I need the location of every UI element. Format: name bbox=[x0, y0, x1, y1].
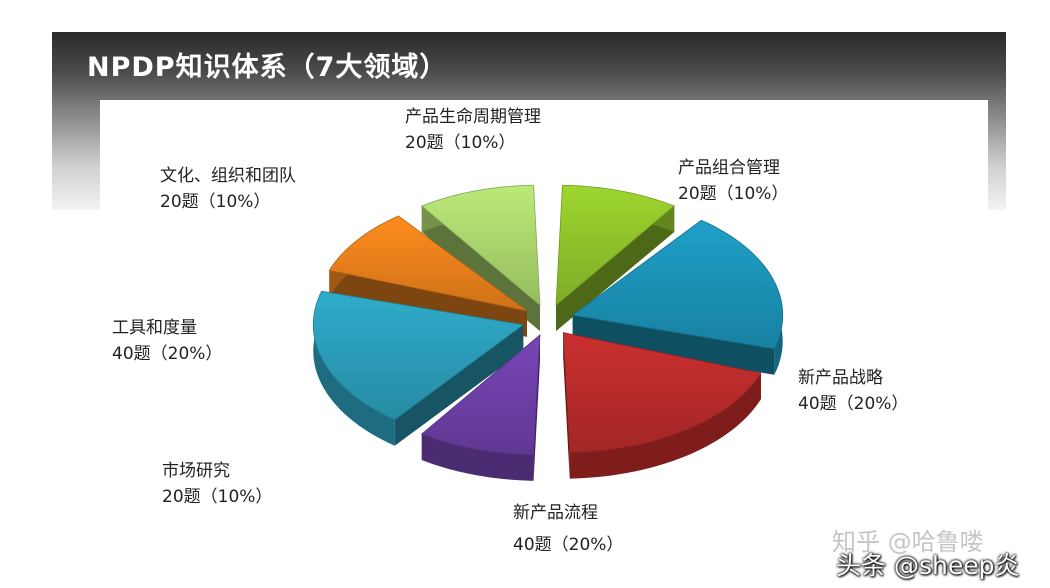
label-market-research: 市场研究 20题（10%） bbox=[162, 458, 272, 510]
label-strategy: 新产品战略 40题（20%） bbox=[798, 365, 908, 417]
pie-slice-3 bbox=[421, 333, 541, 481]
chart-title: NPDP知识体系（7大领域） bbox=[87, 52, 448, 83]
watermark-toutiao: 头条 @sheep炎 bbox=[836, 551, 1020, 580]
pie-slice-2 bbox=[562, 332, 762, 479]
pie-slice-1 bbox=[571, 219, 784, 375]
slice-count: 40题（20%） bbox=[798, 394, 909, 414]
slice-name: 产品组合管理 bbox=[678, 158, 780, 178]
slice-name: 产品生命周期管理 bbox=[405, 107, 541, 127]
slice-count: 20题（10%） bbox=[160, 192, 271, 212]
slice-count: 20题（10%） bbox=[678, 184, 789, 204]
slice-name: 文化、组织和团队 bbox=[160, 166, 296, 186]
slice-count: 40题（20%） bbox=[112, 344, 223, 364]
slice-name: 工具和度量 bbox=[112, 318, 197, 338]
label-lifecycle: 产品生命周期管理 20题（10%） bbox=[405, 104, 541, 156]
slice-name: 新产品战略 bbox=[798, 368, 883, 388]
slice-name: 市场研究 bbox=[162, 461, 230, 481]
label-culture-team: 文化、组织和团队 20题（10%） bbox=[160, 163, 296, 215]
label-process: 新产品流程 40题（20%） bbox=[513, 500, 623, 558]
slice-count: 20题（10%） bbox=[405, 133, 516, 153]
slide-body bbox=[100, 100, 988, 588]
label-portfolio: 产品组合管理 20题（10%） bbox=[678, 155, 788, 207]
label-tools-metrics: 工具和度量 40题（20%） bbox=[112, 315, 222, 367]
slice-count: 20题（10%） bbox=[162, 487, 273, 507]
slice-count: 40题（20%） bbox=[513, 535, 624, 555]
pie-slice-0 bbox=[555, 184, 675, 332]
pie-slice-4 bbox=[312, 290, 525, 446]
slice-name: 新产品流程 bbox=[513, 503, 598, 523]
watermark-zhihu: 知乎 @哈鲁喽 bbox=[832, 528, 984, 556]
